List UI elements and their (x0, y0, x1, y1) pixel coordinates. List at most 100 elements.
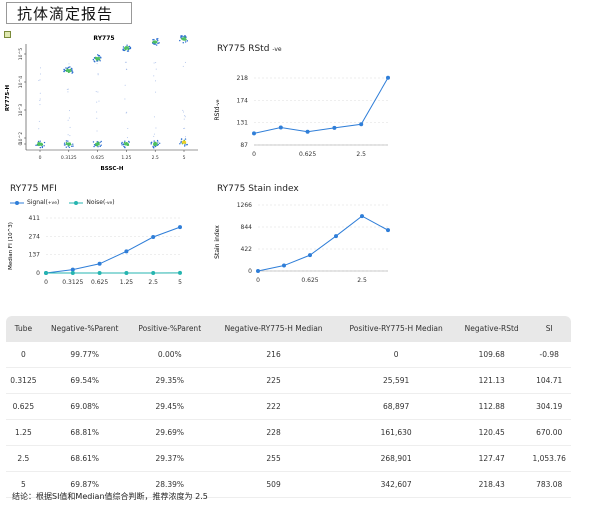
table-cell: 304.19 (527, 393, 571, 420)
event-dot (156, 139, 159, 142)
y-tick-label: 10^2 (18, 132, 24, 144)
event-dot (124, 61, 126, 63)
rstd-chart: RStd-ve 87 131 174 218 0 0.625 2.5 (214, 75, 390, 158)
table-row: 1.25 68.81% 29.69% 228 161,630 120.45 670.00 (6, 419, 571, 446)
event-dot (69, 66, 71, 68)
event-dot (39, 146, 42, 149)
series-line (45, 226, 181, 274)
table-cell: 29.37% (128, 445, 211, 472)
event-dot (125, 61, 127, 63)
y-tick-label: 411 (29, 215, 41, 222)
y-tick-label: 0 (36, 270, 40, 277)
data-point (252, 131, 256, 136)
event-dot (184, 41, 187, 43)
event-dot (96, 111, 98, 113)
event-dot (100, 144, 102, 146)
table-cell: 109.68 (455, 342, 528, 368)
event-dot (155, 91, 157, 93)
event-dot (38, 80, 40, 82)
event-dot (180, 36, 182, 39)
table-cell: 509 (210, 471, 337, 498)
event-dot (127, 50, 130, 52)
y-tick-label: 422 (241, 246, 253, 253)
si-title: RY775 Stain index (217, 184, 299, 194)
event-dot (180, 138, 183, 140)
event-dot (96, 130, 98, 132)
x-tick-label: 1.25 (121, 155, 131, 161)
event-dot (154, 43, 156, 45)
event-dot (68, 66, 70, 68)
dotplot-ylabel: RY775-H (5, 84, 11, 111)
event-dot (153, 133, 155, 135)
event-dot (157, 38, 159, 40)
event-dot (184, 138, 187, 140)
event-dot (98, 100, 100, 102)
event-dot (122, 49, 125, 52)
table-cell: 670.00 (527, 419, 571, 446)
event-dot (68, 146, 71, 149)
table-cell: 342,607 (336, 471, 456, 498)
results-table: Tube Negative-%Parent Positive-%Parent Nega… (6, 316, 571, 498)
table-cell: 0.00% (128, 342, 211, 368)
y-tick-label: 137 (29, 252, 41, 259)
table-cell: 1,053.76 (527, 445, 571, 472)
event-dot (180, 141, 182, 144)
event-dot (96, 117, 98, 119)
event-dot (155, 127, 157, 129)
data-point (97, 270, 102, 275)
data-point (308, 253, 312, 258)
event-dot (37, 140, 40, 143)
y-tick-label: 10^5 (18, 48, 24, 60)
event-dot (153, 135, 155, 137)
data-point (70, 270, 75, 275)
table-cell: 255 (210, 445, 337, 472)
x-tick-label: 2.5 (152, 155, 159, 161)
event-dot (157, 143, 160, 146)
event-dot (97, 73, 99, 75)
event-dot (155, 68, 157, 70)
x-tick-label: 0 (252, 151, 256, 158)
event-dot (98, 55, 100, 57)
event-dot (92, 58, 95, 61)
data-point (151, 235, 156, 240)
si-ylabel: Stain index (214, 225, 221, 259)
event-dot (39, 104, 41, 106)
event-dot (63, 68, 65, 71)
dotplot-xlabel: BSSC-H (101, 166, 124, 172)
table-cell: 268,901 (336, 445, 456, 472)
event-dot (41, 145, 44, 148)
table-cell: 222 (210, 393, 337, 420)
table-cell: 0.625 (6, 393, 41, 420)
dotplot-title: RY775 (93, 35, 114, 42)
table-header-cell: Negative-RStd (455, 316, 528, 342)
event-dot (64, 69, 66, 72)
event-dot (65, 140, 68, 142)
event-dot (121, 144, 123, 146)
event-dot (180, 35, 183, 38)
event-dot (68, 63, 70, 65)
event-dot (124, 140, 126, 142)
event-dot (65, 146, 68, 148)
event-dot (153, 75, 155, 77)
table-cell: -0.98 (527, 342, 571, 368)
event-dot (39, 67, 41, 69)
event-dot (40, 73, 42, 75)
event-dot (93, 145, 95, 148)
x-tick-label: 2.5 (357, 277, 367, 284)
y-tick-label: 0 (248, 268, 252, 275)
rstd-title: RY775 RStd -ve (217, 44, 282, 54)
event-dot (67, 88, 69, 90)
event-dot (150, 142, 152, 144)
table-cell: 218.43 (455, 471, 528, 498)
table-row: 0.625 69.08% 29.45% 222 68,897 112.88 304.19 (6, 393, 571, 420)
event-dot (184, 116, 186, 118)
event-dot (184, 136, 186, 138)
event-dot (182, 35, 184, 38)
event-dot (99, 145, 101, 148)
event-dot (72, 143, 74, 145)
x-tick-label: 0.625 (91, 155, 104, 161)
x-tick-label: 1.25 (120, 279, 134, 286)
report-icon (4, 31, 11, 38)
table-cell: 29.69% (128, 419, 211, 446)
page-title: 抗体滴定报告 (6, 2, 132, 24)
